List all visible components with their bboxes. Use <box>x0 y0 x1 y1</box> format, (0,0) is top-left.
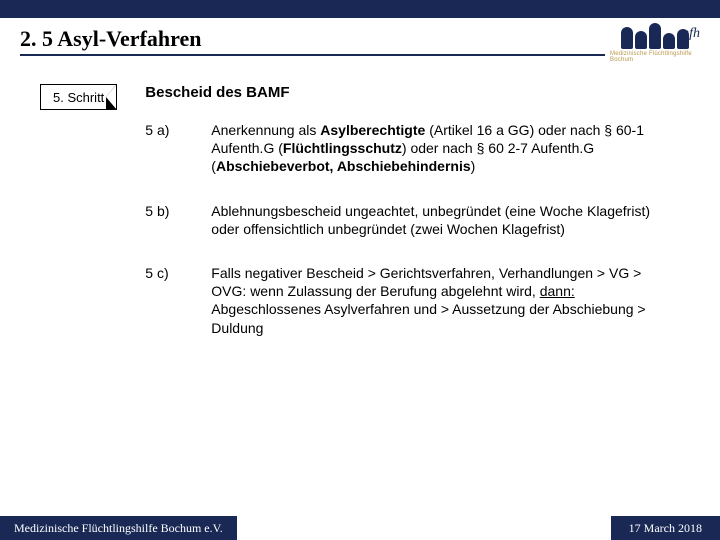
item-label: 5 c) <box>145 264 181 337</box>
item-text: Falls negativer Bescheid > Gerichtsverfa… <box>211 264 692 337</box>
title-underline <box>20 54 605 56</box>
item-text: Ablehnungsbescheid ungeachtet, unbegründ… <box>211 202 692 238</box>
list-item: 5 c) Falls negativer Bescheid > Gerichts… <box>145 264 692 337</box>
main-column: Bescheid des BAMF 5 a) Anerkennung als As… <box>145 84 692 363</box>
chevron-right-icon <box>105 84 117 110</box>
item-text: Anerkennung als Asylberechtigte (Artikel… <box>211 121 692 176</box>
logo-subtitle: Medizinische Flüchtlingshilfe Bochum <box>610 51 700 63</box>
logo-mfh-text: mfh <box>679 26 700 42</box>
org-logo: mfh Medizinische Flüchtlingshilfe Bochum <box>610 16 700 66</box>
item-label: 5 b) <box>145 202 181 238</box>
footer-date: 17 March 2018 <box>611 516 720 540</box>
item-list: 5 a) Anerkennung als Asylberechtigte (Art… <box>145 121 692 337</box>
content-area: 5. Schritt Bescheid des BAMF 5 a) Anerken… <box>0 56 720 363</box>
footer-org: Medizinische Flüchtlingshilfe Bochum e.V… <box>0 516 237 540</box>
footer: Medizinische Flüchtlingshilfe Bochum e.V… <box>0 516 720 540</box>
item-label: 5 a) <box>145 121 181 176</box>
page-title: 2. 5 Asyl-Verfahren <box>20 26 202 56</box>
list-item: 5 b) Ablehnungsbescheid ungeachtet, unbeg… <box>145 202 692 238</box>
section-heading: Bescheid des BAMF <box>145 84 692 101</box>
header: 2. 5 Asyl-Verfahren mfh Medizinische Flü… <box>0 18 720 56</box>
step-label: 5. Schritt <box>53 90 104 105</box>
list-item: 5 a) Anerkennung als Asylberechtigte (Art… <box>145 121 692 176</box>
step-box: 5. Schritt <box>40 84 117 110</box>
